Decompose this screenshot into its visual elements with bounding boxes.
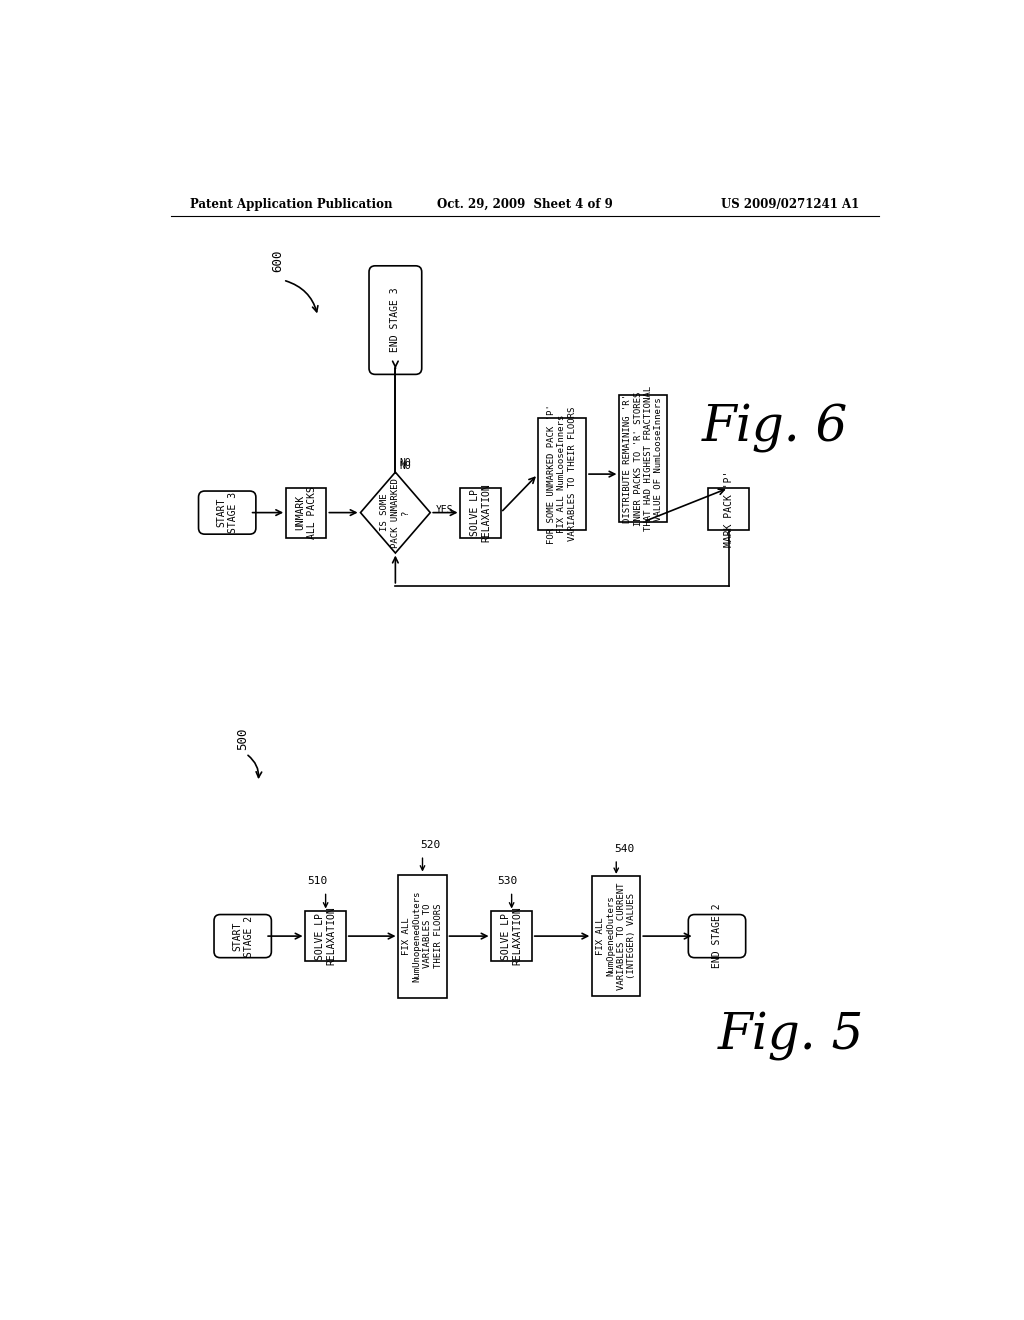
FancyBboxPatch shape [286,487,327,537]
Text: END STAGE 3: END STAGE 3 [390,288,400,352]
Text: FIX ALL
NumOpenedOuters
VARIABLES TO CURRENT
(INTEGER) VALUES: FIX ALL NumOpenedOuters VARIABLES TO CUR… [596,882,636,990]
Text: SOLVE LP
RELAXATION: SOLVE LP RELAXATION [314,907,337,965]
FancyBboxPatch shape [461,487,501,537]
Text: 520: 520 [420,840,440,850]
FancyBboxPatch shape [214,915,271,958]
FancyBboxPatch shape [709,487,749,529]
Text: US 2009/0271241 A1: US 2009/0271241 A1 [721,198,859,211]
Text: 500: 500 [237,727,249,750]
Text: UNMARK
ALL PACKS: UNMARK ALL PACKS [296,486,317,539]
Text: FIX ALL
NumUnopenedOuters
VARIABLES TO
THEIR FLOORS: FIX ALL NumUnopenedOuters VARIABLES TO T… [402,891,442,982]
Text: Patent Application Publication: Patent Application Publication [190,198,392,211]
Text: Fig. 6: Fig. 6 [701,403,848,453]
FancyBboxPatch shape [538,418,586,529]
FancyBboxPatch shape [620,395,668,523]
Text: NO: NO [399,458,411,467]
Text: 530: 530 [498,876,518,886]
Polygon shape [360,473,430,553]
FancyBboxPatch shape [398,875,446,998]
Text: FOR SOME UNMARKED PACK 'P'
FIX ALL NumLooseInners
VARIABLES TO THEIR FLOORS: FOR SOME UNMARKED PACK 'P' FIX ALL NumLo… [547,404,577,544]
Text: YES: YES [436,506,454,515]
FancyBboxPatch shape [305,911,346,961]
FancyBboxPatch shape [592,876,640,995]
Text: START
STAGE 3: START STAGE 3 [216,492,238,533]
FancyBboxPatch shape [199,491,256,535]
FancyBboxPatch shape [369,265,422,375]
Text: START
STAGE 2: START STAGE 2 [231,916,254,957]
Text: Oct. 29, 2009  Sheet 4 of 9: Oct. 29, 2009 Sheet 4 of 9 [437,198,612,211]
Text: IS SOME
PACK UNMARKED
?: IS SOME PACK UNMARKED ? [381,478,411,548]
Text: SOLVE LP
RELAXATION: SOLVE LP RELAXATION [501,907,522,965]
Text: SOLVE LP
RELAXATION: SOLVE LP RELAXATION [470,483,492,543]
Text: Fig. 5: Fig. 5 [718,1011,864,1061]
Text: DISTRIBUTE REMAINING 'R'
INNER PACKS TO 'R' STORES
THAT HAD HIGHEST FRACTIONAL
V: DISTRIBUTE REMAINING 'R' INNER PACKS TO … [624,387,664,531]
Text: 540: 540 [613,843,634,854]
Text: 600: 600 [271,249,284,272]
Text: END STAGE 2: END STAGE 2 [712,904,722,969]
Text: NO: NO [399,462,411,471]
Text: 510: 510 [308,876,328,886]
Text: MARK PACK 'P': MARK PACK 'P' [724,470,733,546]
FancyBboxPatch shape [492,911,531,961]
FancyBboxPatch shape [688,915,745,958]
